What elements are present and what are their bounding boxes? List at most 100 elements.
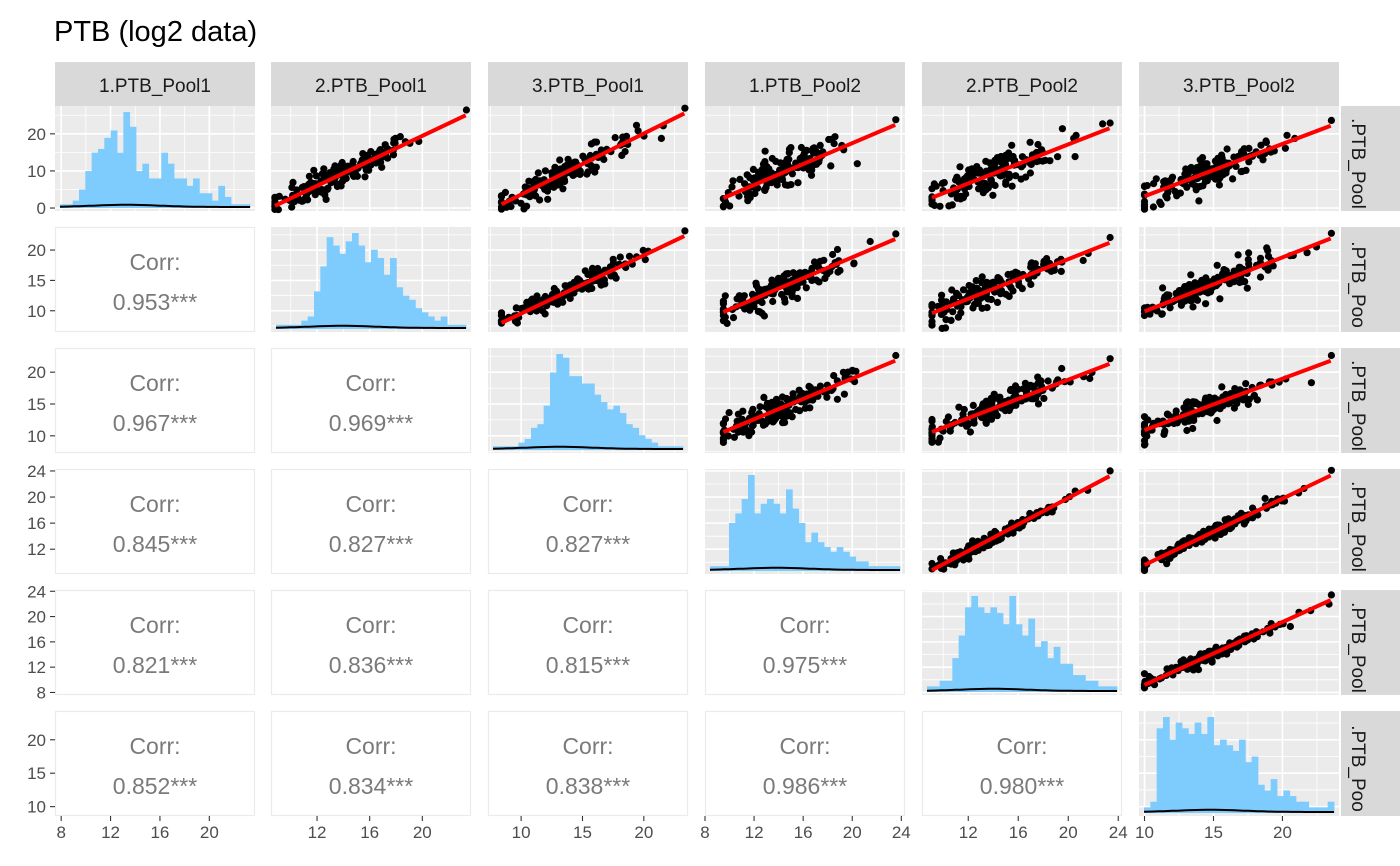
scatter-point (719, 203, 728, 211)
scatter-point (1202, 300, 1210, 308)
hist-bar (632, 427, 640, 450)
scatter-point (1163, 410, 1171, 418)
scatter-point (942, 417, 950, 425)
hist-bar (537, 424, 545, 450)
scatter-point (305, 172, 313, 180)
fit-line (931, 240, 1111, 316)
hist-bar (402, 295, 410, 329)
corr-label: Corr: (996, 733, 1047, 759)
scatter-point (1213, 416, 1221, 425)
scatter-point (928, 559, 936, 568)
corr-value: 0.827*** (546, 531, 630, 557)
scatter-point (751, 189, 759, 198)
scatter-point (744, 197, 752, 205)
hist-bar (1041, 641, 1048, 692)
panel-r2-c5 (922, 227, 1122, 332)
hist-bar (741, 499, 749, 571)
hist-bar (805, 542, 812, 571)
scatter-point (681, 104, 689, 112)
scatter-point (1177, 658, 1185, 666)
panel-r3-c4 (705, 348, 905, 453)
hist-bar (421, 312, 429, 329)
scatter-point (326, 169, 334, 177)
scatter-point (1005, 149, 1013, 157)
scatter-point (1189, 666, 1197, 674)
fit-line (722, 358, 896, 434)
scatter-point (741, 180, 749, 188)
scatter-point (734, 410, 743, 418)
scatter-point (552, 287, 561, 295)
scatter-point (1243, 284, 1251, 292)
scatter-point (1194, 183, 1202, 191)
hist-bar (651, 442, 659, 450)
scatter-point (982, 419, 990, 427)
scatter-point (1173, 192, 1181, 200)
scatter-point (1256, 273, 1265, 281)
scatter-point (1079, 256, 1087, 265)
column-strip (705, 62, 905, 106)
hist-bar (180, 178, 188, 208)
scatter-point (1005, 173, 1014, 182)
scatter-point (1183, 183, 1191, 191)
y-tick-label: 20 (27, 363, 46, 382)
scatter-point (928, 437, 936, 445)
hist-bar (1085, 680, 1093, 692)
x-tick-label: 12 (745, 823, 764, 842)
scatter-point (728, 183, 736, 191)
scatter-point (969, 401, 977, 409)
hist-bar (409, 299, 416, 329)
scatter-point (998, 289, 1006, 297)
hist-bar (1289, 796, 1297, 813)
scatter-point (1086, 374, 1094, 383)
corr-value: 0.986*** (763, 773, 847, 799)
scatter-point (996, 393, 1004, 401)
hist-bar (1098, 686, 1105, 692)
hist-bar (824, 547, 831, 571)
hist-bar (543, 405, 551, 450)
corr-label: Corr: (129, 733, 180, 759)
hist-bar (161, 152, 169, 208)
scatter-point (1237, 509, 1245, 517)
hist-bar (1182, 728, 1189, 813)
scatter-point (792, 405, 800, 414)
scatter-point (947, 316, 955, 324)
panel-r5-c3: Corr: 0.815*** (487, 589, 689, 696)
hist-bar (1060, 663, 1067, 692)
scatter-point (556, 156, 564, 164)
hist-bar (301, 320, 309, 329)
scatter-point (751, 174, 759, 182)
scatter-point (1218, 383, 1226, 391)
hist-bar (1302, 801, 1310, 813)
scatter-point (978, 273, 986, 281)
x-axes: 8 12 16 20 12 16 20 10 15 20 8 12 16 20 24 12 16 20 24 10 15… (56, 816, 1292, 842)
corr-value: 0.967*** (113, 410, 197, 436)
scatter-point (938, 291, 946, 299)
scatter-point (1261, 494, 1269, 502)
hist-bar (364, 262, 372, 329)
scatter-point (534, 169, 542, 177)
scatter-point (497, 311, 506, 319)
y-tick-label: 20 (27, 241, 46, 260)
panel-r5-c5 (922, 590, 1122, 695)
chart-title: PTB (log2 data) (54, 16, 257, 48)
scatter-point (339, 177, 347, 185)
scatter-point (930, 180, 938, 188)
hist-bar (786, 489, 793, 571)
panel-r5-c4: Corr: 0.975*** (704, 589, 906, 696)
corr-label: Corr: (562, 733, 613, 759)
x-tick-label: 12 (959, 823, 978, 842)
hist-bar (1264, 790, 1272, 813)
corr-value: 0.975*** (763, 652, 847, 678)
hist-bar (1047, 658, 1055, 692)
hist-bar (345, 241, 353, 329)
hist-bar (1156, 728, 1164, 813)
scatter-point (1039, 157, 1047, 165)
hist-bar (193, 178, 200, 208)
hist-bar (326, 237, 334, 329)
scatter-point (997, 172, 1005, 180)
scatter-point (936, 434, 944, 442)
panel-r6-c6 (1139, 711, 1339, 816)
scatter-point (833, 395, 842, 403)
scatter-point (928, 423, 936, 431)
hist-bar (792, 508, 800, 571)
